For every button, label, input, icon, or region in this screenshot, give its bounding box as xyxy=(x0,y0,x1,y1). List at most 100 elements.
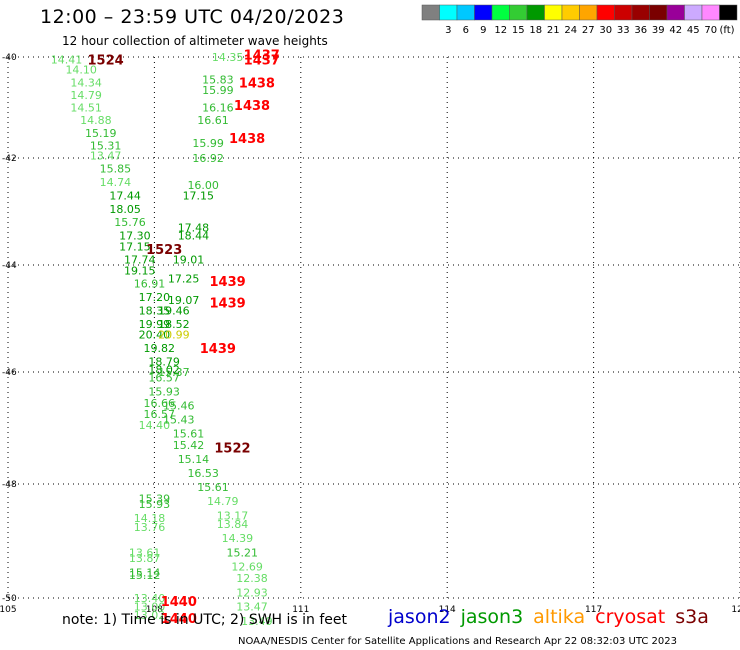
wave-height-label: 14.34 xyxy=(70,76,102,89)
wave-height-label: 19.99 xyxy=(139,318,171,331)
wave-height-label: 18.02 xyxy=(148,363,180,376)
wave-height-label: 14.39 xyxy=(222,532,254,545)
wave-height-label: 16.57 xyxy=(144,408,176,421)
wave-height-label: 13.87 xyxy=(129,552,161,565)
lat-tick-label: -40 xyxy=(2,53,17,63)
pass-time-label: 1522 xyxy=(214,442,250,457)
wave-height-label: 12.93 xyxy=(236,586,268,599)
wave-height-label: 17.25 xyxy=(168,272,200,285)
colorbar-swatch xyxy=(684,4,703,21)
pass-time-label: 1439 xyxy=(210,296,246,311)
colorbar-swatch xyxy=(491,4,510,21)
wave-height-label: 18.05 xyxy=(109,203,141,216)
pass-time-label: 1440 xyxy=(161,612,197,627)
wave-height-label: 14.88 xyxy=(80,114,112,127)
wave-height-label: 16.16 xyxy=(202,102,234,115)
wave-height-label: 15.93 xyxy=(148,386,180,399)
lon-tick-label: 114 xyxy=(439,605,456,615)
colorbar-swatch xyxy=(561,4,580,21)
wave-height-label: 20.99 xyxy=(158,329,190,342)
wave-height-label: 17.15 xyxy=(119,240,151,253)
colorbar-swatch xyxy=(509,4,528,21)
wave-height-label: 17.20 xyxy=(139,291,171,304)
satellite-legend-jason2: jason2 xyxy=(388,606,451,628)
lat-tick-label: -46 xyxy=(2,368,17,378)
colorbar-swatch xyxy=(596,4,615,21)
satellite-legend: jason2 jason3 altika cryosat s3a xyxy=(388,606,719,628)
colorbar-label: 30 xyxy=(599,25,612,36)
wave-height-label: 14.51 xyxy=(70,102,102,115)
lon-tick-label: 111 xyxy=(292,605,309,615)
colorbar-label: 70 xyxy=(704,25,717,36)
satellite-legend-jason3: jason3 xyxy=(460,606,524,628)
wave-height-label: 16.57 xyxy=(148,372,180,385)
wave-height-label: 20.40 xyxy=(139,329,171,342)
lon-tick-label: 120 xyxy=(731,605,740,615)
wave-height-label: 18.79 xyxy=(148,355,180,368)
wave-height-label: 18.35 xyxy=(139,304,171,317)
wave-height-label: 14.35 xyxy=(212,51,244,64)
footer-credit: NOAA/NESDIS Center for Satellite Applica… xyxy=(238,636,677,647)
colorbar-label: 45 xyxy=(687,25,700,36)
wave-height-label: 12.69 xyxy=(231,561,263,574)
wave-height-label: 14.74 xyxy=(100,176,132,189)
wave-height-label: 15.76 xyxy=(114,216,146,229)
pass-time-label: 1438 xyxy=(234,99,270,114)
colorbar: 3 6 9 12 15 18 21 24 27 30 33 36 39 42 45 70 (ft) xyxy=(421,4,738,36)
pass-time-label: 1437 xyxy=(244,54,280,69)
wave-height-label: 18.44 xyxy=(178,230,210,243)
wave-height-label: 17.15 xyxy=(183,189,215,202)
wave-height-label: 15.12 xyxy=(129,569,161,582)
colorbar-swatch xyxy=(614,4,633,21)
wave-height-labels: 14.4114.1014.3414.7914.5114.8815.1915.31… xyxy=(51,51,273,628)
pass-time-label: 1438 xyxy=(229,132,265,147)
pass-time-label: 1439 xyxy=(210,275,246,290)
wave-height-label: 15.61 xyxy=(173,428,205,441)
wave-height-label: 13.47 xyxy=(236,601,268,614)
colorbar-swatch xyxy=(456,4,475,21)
wave-height-label: 19.46 xyxy=(158,304,190,317)
wave-height-label: 14.18 xyxy=(134,512,166,525)
lon-tick-label: 117 xyxy=(585,605,602,615)
wave-height-label: 14.79 xyxy=(207,495,239,508)
wave-height-label: 16.61 xyxy=(197,114,229,127)
wave-height-label: 13.76 xyxy=(134,521,166,534)
lat-tick-label: -44 xyxy=(2,261,17,271)
wave-height-label: 13.61 xyxy=(129,546,161,559)
colorbar-label: 18 xyxy=(529,25,542,36)
colorbar-swatch xyxy=(649,4,668,21)
map-subtitle: 12 hour collection of altimeter wave hei… xyxy=(62,34,328,48)
colorbar-label: 24 xyxy=(564,25,577,36)
wave-height-label: 12.38 xyxy=(236,572,268,585)
colorbar-swatch xyxy=(526,4,545,21)
lon-tick-label: 105 xyxy=(0,605,17,615)
wave-height-label: 15.37 xyxy=(158,366,190,379)
colorbar-swatch xyxy=(579,4,598,21)
wave-height-label: 13.17 xyxy=(217,509,249,522)
wave-height-label: 16.66 xyxy=(144,397,176,410)
wave-height-label: 15.19 xyxy=(85,127,117,140)
wave-height-label: 13.47 xyxy=(90,149,122,162)
wave-height-label: 15.21 xyxy=(226,546,258,559)
colorbar-label: 39 xyxy=(652,25,665,36)
wave-height-label: 17.48 xyxy=(178,222,210,235)
wave-height-label: 15.99 xyxy=(192,137,224,150)
colorbar-label: 9 xyxy=(480,25,486,36)
wave-height-label: 16.53 xyxy=(187,467,219,480)
wave-height-label: 15.14 xyxy=(129,566,161,579)
wave-height-label: 13.40 xyxy=(134,592,166,605)
wave-height-label: 19.01 xyxy=(173,254,205,267)
wave-height-label: 14.10 xyxy=(65,64,97,77)
wave-height-label: 15.31 xyxy=(90,139,122,152)
lat-tick-label: -48 xyxy=(2,480,17,490)
lon-tick-label: 108 xyxy=(146,605,163,615)
wave-height-label: 19.82 xyxy=(144,342,176,355)
wave-height-label: 13.49 xyxy=(241,615,273,628)
wave-height-label: 16.91 xyxy=(134,278,166,291)
colorbar-label: 36 xyxy=(634,25,647,36)
wave-height-label: 18.52 xyxy=(158,318,190,331)
colorbar-label: 3 xyxy=(445,25,451,36)
colorbar-label: 15 xyxy=(512,25,525,36)
colorbar-swatch xyxy=(439,4,458,21)
